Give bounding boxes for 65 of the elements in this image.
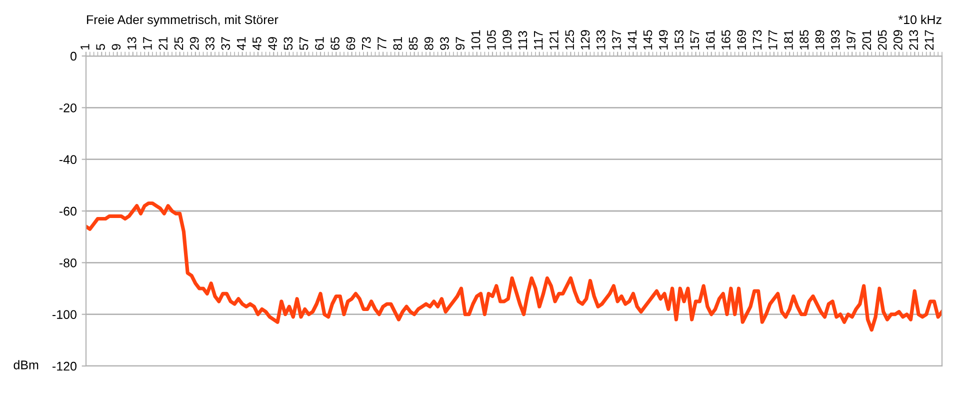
x-tick-label: 53	[284, 37, 293, 50]
x-axis-title: *10 kHz	[898, 14, 942, 24]
x-tick-label: 149	[658, 30, 668, 50]
x-tick-label: 169	[737, 30, 746, 50]
x-tick-label: 197	[846, 30, 856, 50]
x-tick-label: 217	[924, 30, 934, 50]
y-tick-label: -20	[59, 103, 76, 112]
x-tick-label: 97	[456, 37, 465, 50]
x-tick-label: 29	[190, 37, 199, 50]
x-tick-label: 13	[127, 37, 136, 50]
x-tick-label: 85	[408, 37, 418, 50]
x-tick-label: 37	[221, 37, 230, 50]
x-tick-label: 109	[502, 30, 512, 50]
x-tick-label: 165	[722, 30, 730, 50]
y-tick-label: -100	[52, 310, 76, 319]
x-tick-label: 209	[894, 30, 902, 50]
x-tick-label: 141	[628, 30, 636, 50]
chart-title: Freie Ader symmetrisch, mit Störer	[87, 14, 278, 27]
x-tick-label: 73	[362, 37, 371, 50]
x-tick-label: 61	[315, 37, 324, 50]
x-tick-label: 21	[158, 37, 168, 50]
x-tick-label: 157	[690, 30, 700, 50]
x-tick-label: 57	[300, 37, 308, 50]
x-tick-label: 129	[580, 30, 590, 50]
x-tick-label: 49	[268, 37, 277, 50]
x-tick-label: 9	[112, 44, 121, 50]
x-tick-label: 17	[143, 37, 152, 50]
x-tick-label: 65	[330, 37, 340, 50]
x-tick-label: 213	[909, 30, 918, 50]
x-tick-label: 81	[393, 37, 402, 50]
y-tick-label: -40	[59, 155, 76, 164]
x-tick-label: 177	[768, 30, 778, 50]
x-tick-label: 1	[80, 44, 90, 50]
y-axis-title: dBm	[14, 360, 38, 370]
x-tick-label: 133	[596, 30, 606, 50]
x-tick-label: 137	[612, 30, 621, 50]
x-tick-label: 153	[674, 30, 684, 50]
y-tick-label: -120	[52, 362, 76, 371]
x-tick-label: 181	[784, 30, 793, 50]
x-tick-label: 145	[643, 30, 652, 50]
x-tick-label: 125	[565, 30, 574, 50]
x-tick-label: 101	[471, 30, 480, 50]
x-tick-label: 89	[424, 37, 434, 50]
x-tick-label: 93	[440, 37, 449, 50]
x-tick-label: 121	[550, 30, 558, 50]
x-tick-label: 45	[252, 37, 262, 50]
x-tick-label: 5	[96, 44, 105, 50]
x-tick-label: 69	[346, 37, 356, 50]
x-tick-label: 185	[800, 30, 809, 50]
x-tick-label: 25	[174, 37, 184, 50]
x-tick-label: 77	[378, 37, 386, 50]
x-tick-label: 33	[206, 37, 214, 50]
x-tick-label: 201	[862, 30, 872, 50]
x-tick-label: 205	[878, 30, 887, 50]
x-tick-label: 113	[518, 31, 528, 50]
x-tick-label: 161	[706, 30, 715, 50]
y-tick-label: -60	[59, 206, 76, 216]
x-tick-label: 173	[752, 30, 762, 50]
x-tick-label: 105	[487, 30, 496, 50]
x-tick-label: 117	[534, 31, 543, 50]
x-tick-label: 41	[236, 37, 246, 50]
y-tick-label: 0	[70, 52, 76, 61]
y-tick-label: -80	[59, 258, 76, 268]
x-tick-label: 193	[830, 30, 840, 50]
x-tick-label: 189	[815, 30, 824, 50]
